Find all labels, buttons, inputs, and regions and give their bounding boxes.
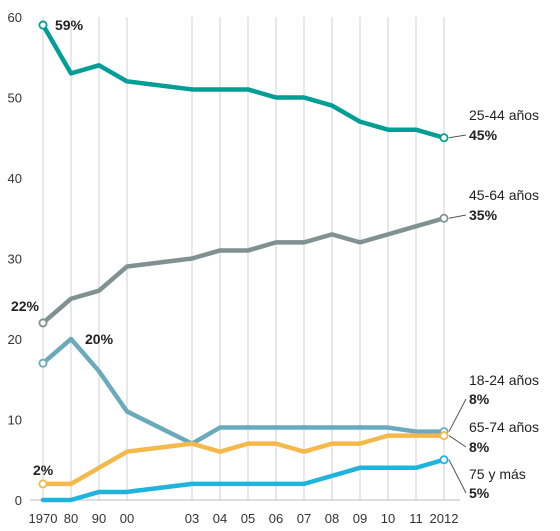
series-labels: 59% 22% 20% 2% 25-44 años 45% 45-64 años 35% 18-…: [11, 17, 539, 501]
x-tick-label: 05: [241, 511, 255, 526]
start-marker-45-64-años: [38, 318, 48, 328]
y-tick-label: 60: [8, 10, 22, 25]
y-tick-label: 0: [15, 493, 22, 508]
end-marker-65-74-años: [439, 431, 449, 441]
x-tick-label: 04: [213, 511, 227, 526]
x-tick-label: 11: [409, 511, 423, 526]
connector-45-64-años: [448, 214, 467, 219]
x-tick-label: 1970: [29, 511, 58, 526]
connector-25-44-años: [448, 134, 467, 139]
connector-75-y-más: [448, 459, 467, 494]
end-marker-45-64-años: [439, 213, 449, 223]
axes: 0 10 20 30 40 50 60 1970 80 90 00 03 04 05 06 07 08 09 10 1…: [8, 10, 460, 526]
start-marker-65-74-años: [38, 479, 48, 489]
x-tick-label: 08: [325, 511, 339, 526]
y-tick-label: 30: [8, 252, 22, 267]
x-tick-label: 07: [297, 511, 311, 526]
series-name-75-y-más: 75 y más: [469, 466, 526, 482]
connector-18-24-años: [448, 398, 467, 432]
x-tick-label: 00: [120, 511, 134, 526]
start-marker-25-44-años: [38, 20, 48, 30]
series-line-65-74-años: [40, 433, 447, 487]
x-tick-label: 03: [185, 511, 199, 526]
series-name-25-44-años: 25-44 años: [469, 107, 539, 123]
end-value-45-64-años: 35%: [469, 207, 498, 223]
y-tick-label: 10: [8, 413, 22, 428]
connector-65-74-años: [448, 435, 467, 448]
y-tick-label: 20: [8, 332, 22, 347]
x-tick-label: 10: [381, 511, 395, 526]
series-line-25-44-años: [40, 22, 447, 140]
end-value-75-y-más: 5%: [469, 485, 490, 501]
series-line-75-y-más: [40, 457, 447, 503]
end-marker-25-44-años: [439, 133, 449, 143]
series-name-45-64-años: 45-64 años: [469, 187, 539, 203]
start-label-45-64-años: 22%: [11, 298, 40, 314]
end-value-25-44-años: 45%: [469, 127, 498, 143]
x-tick-label: 90: [92, 511, 106, 526]
start-marker-18-24-años: [38, 358, 48, 368]
series-name-65-74-años: 65-74 años: [469, 419, 539, 435]
end-value-18-24-años: 8%: [469, 391, 490, 407]
x-tick-label: 2012: [430, 511, 459, 526]
x-tick-label: 80: [64, 511, 78, 526]
x-tick-label: 09: [353, 511, 367, 526]
y-tick-label: 40: [8, 171, 22, 186]
end-marker-75-y-más: [439, 455, 449, 465]
series-name-18-24-años: 18-24 años: [469, 372, 539, 388]
start-label-25-44-años: 59%: [55, 17, 84, 33]
start-label-65-74-años: 2%: [33, 462, 54, 478]
start-label-18-24-años: 20%: [85, 331, 114, 347]
y-tick-label: 50: [8, 91, 22, 106]
series-lines: [38, 20, 449, 503]
end-value-65-74-años: 8%: [469, 439, 490, 455]
series-line-45-64-años: [40, 216, 447, 326]
series-line-18-24-años: [40, 336, 447, 446]
x-tick-label: 06: [269, 511, 283, 526]
